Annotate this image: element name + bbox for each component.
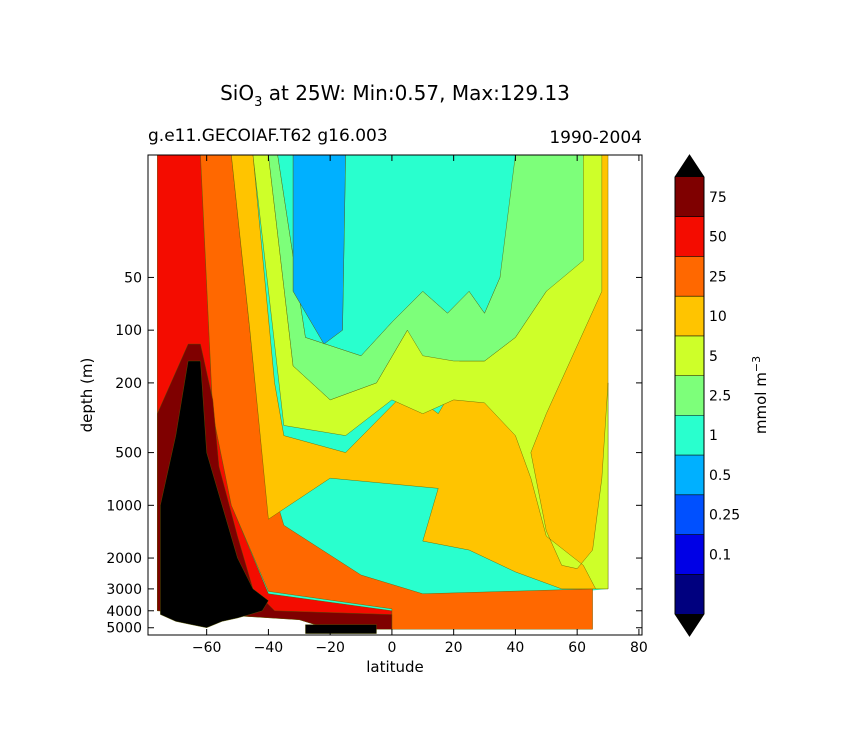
colorbar-tick-label: 0.1 (709, 547, 731, 563)
colorbar-tick-label: 50 (709, 230, 727, 246)
x-axis: −60 −40 −20 0 20 40 60 80 (192, 155, 648, 656)
colorbar-label: mmol m−3 (750, 356, 770, 434)
colorbar-tick-label: 1 (709, 428, 718, 444)
contour-region-under (160, 360, 269, 628)
y-tick-label: 2000 (106, 551, 142, 567)
contour-region-under-seamount (305, 624, 377, 634)
x-tick-label: 80 (630, 640, 648, 656)
chart-title: SiO3 at 25W: Min:0.57, Max:129.13 (220, 81, 570, 110)
colorbar-segment (675, 177, 704, 217)
y-tick-label: 200 (115, 376, 142, 392)
plot-area: −60 −40 −20 0 20 40 60 80 50 100 200 500 1000 2000 30… (78, 154, 648, 676)
colorbar-over-arrow (675, 155, 704, 177)
left-subtitle: g.e11.GECOIAF.T62 g16.003 (148, 126, 388, 146)
colorbar-tick-label: 2.5 (709, 389, 731, 405)
colorbar-segment (675, 415, 704, 456)
colorbar-under-arrow (675, 614, 704, 636)
colorbar: 0.1 0.25 0.5 1 2.5 5 10 25 50 75 (674, 154, 740, 637)
x-tick-label: −40 (254, 640, 284, 656)
y-axis-label: depth (m) (78, 358, 96, 433)
y-tick-label: 100 (115, 323, 142, 339)
y-tick-label: 500 (115, 446, 142, 462)
colorbar-segment (675, 296, 704, 336)
colorbar-tick-label: 5 (709, 349, 718, 365)
colorbar-tick-label: 0.5 (709, 468, 731, 484)
right-subtitle: 1990-2004 (549, 128, 642, 148)
colorbar-segment (675, 256, 704, 297)
colorbar-segment (675, 574, 704, 614)
y-tick-label: 50 (124, 270, 142, 286)
colorbar-outline (674, 154, 705, 637)
x-tick-label: 60 (568, 640, 586, 656)
colorbar-tick-label: 0.25 (709, 508, 740, 524)
plot-frame (147, 154, 643, 636)
y-tick-label: 4000 (106, 604, 142, 620)
contour-fill (148, 155, 642, 635)
y-tick-label: 3000 (106, 582, 142, 598)
colorbar-segment (675, 534, 704, 575)
x-tick-label: 0 (387, 640, 396, 656)
x-tick-label: 20 (445, 640, 463, 656)
colorbar-segment (675, 494, 704, 535)
x-axis-label: latitude (366, 658, 424, 676)
colorbar-tick-label: 75 (709, 190, 727, 206)
colorbar-segment (675, 335, 704, 376)
x-tick-label: −60 (192, 640, 222, 656)
colorbar-segment (675, 216, 704, 257)
contour-region-0-5 (292, 155, 346, 345)
y-tick-label: 5000 (106, 621, 142, 637)
x-tick-label: 40 (506, 640, 524, 656)
colorbar-tick-label: 25 (709, 269, 727, 285)
x-tick-label: −20 (315, 640, 345, 656)
colorbar-segment (675, 455, 704, 495)
colorbar-segment (675, 375, 704, 416)
colorbar-tick-label: 10 (709, 309, 727, 325)
y-tick-label: 1000 (106, 498, 142, 514)
